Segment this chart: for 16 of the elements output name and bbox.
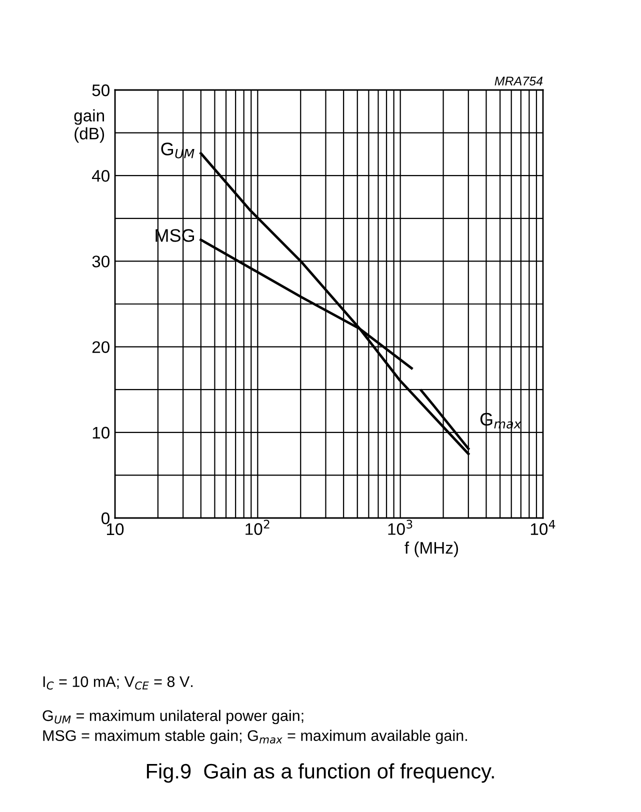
text: MRA754 [494, 76, 543, 86]
y-tick-label: 50 [92, 84, 110, 96]
y-tick-label: 40 [92, 170, 110, 182]
x-tick-label: 10 [107, 523, 124, 536]
x-tick-label: 10$^{2}$ [246, 520, 270, 535]
text: I$_{C}$ = 10 mA; V$_{CE}$ = 8 V. [43, 676, 193, 690]
text: Fig.9 Gain as a function of frequency. [146, 763, 494, 783]
x-tick-label: 10$^{3}$ [388, 520, 412, 535]
text: G$_{UM}$ = maximum unilateral power gain; MSG = maximum stable gain; G$_{max}$ = maximum available gain. [42, 710, 467, 744]
y-tick-label: 0 [102, 512, 110, 524]
y-tick-label: 20 [92, 341, 110, 354]
y-axis-title: gain (dB) [74, 109, 104, 143]
y-tick-label: 10 [92, 426, 110, 439]
y-tick-label: 30 [92, 256, 110, 268]
x-tick-label: 10$^{4}$ [530, 520, 556, 535]
x-axis-title: f (MHz) [404, 542, 458, 558]
